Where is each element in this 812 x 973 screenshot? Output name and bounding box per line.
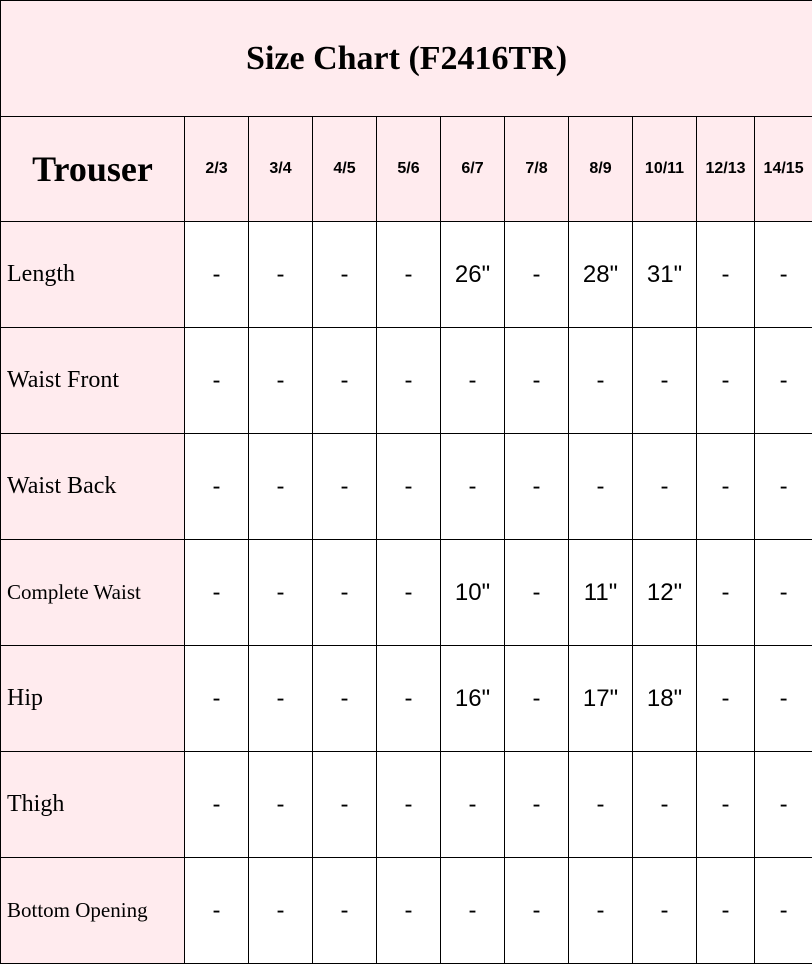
measurement-cell: - xyxy=(696,327,755,434)
measurement-cell: - xyxy=(632,751,697,858)
measurement-cell: - xyxy=(376,327,441,434)
measurement-cell: - xyxy=(184,857,249,964)
measurement-cell: - xyxy=(632,433,697,540)
measurement-cell: - xyxy=(696,539,755,646)
measurement-cell: 31" xyxy=(632,221,697,328)
measurement-cell: - xyxy=(248,857,313,964)
measurement-cell: - xyxy=(568,327,633,434)
size-header: 14/15 xyxy=(753,116,812,222)
measurement-cell: - xyxy=(248,221,313,328)
measurement-cell: - xyxy=(696,645,755,752)
measurement-cell: - xyxy=(568,857,633,964)
corner-label: Trouser xyxy=(0,116,185,222)
measurement-cell: - xyxy=(312,327,377,434)
measurement-cell: - xyxy=(312,221,377,328)
row-label: Waist Front xyxy=(0,327,185,434)
size-header: 2/3 xyxy=(184,116,249,222)
measurement-cell: 17" xyxy=(568,645,633,752)
measurement-cell: - xyxy=(312,751,377,858)
measurement-cell: - xyxy=(184,221,249,328)
size-header: 5/6 xyxy=(376,116,441,222)
measurement-cell: - xyxy=(440,857,505,964)
measurement-cell: - xyxy=(376,539,441,646)
measurement-cell: - xyxy=(696,221,755,328)
measurement-cell: - xyxy=(696,433,755,540)
measurement-cell: - xyxy=(504,327,569,434)
row-label: Hip xyxy=(0,645,185,752)
measurement-cell: - xyxy=(440,433,505,540)
size-header: 3/4 xyxy=(248,116,313,222)
measurement-cell: - xyxy=(248,751,313,858)
measurement-cell: 28" xyxy=(568,221,633,328)
measurement-cell: - xyxy=(248,645,313,752)
measurement-cell: - xyxy=(753,857,812,964)
measurement-cell: - xyxy=(753,751,812,858)
measurement-cell: - xyxy=(312,645,377,752)
size-header: 6/7 xyxy=(440,116,505,222)
measurement-cell: - xyxy=(696,751,755,858)
measurement-cell: - xyxy=(753,645,812,752)
measurement-cell: - xyxy=(184,433,249,540)
measurement-cell: - xyxy=(312,857,377,964)
row-label: Complete Waist xyxy=(0,539,185,646)
measurement-cell: - xyxy=(753,539,812,646)
measurement-cell: - xyxy=(504,857,569,964)
measurement-cell: 12" xyxy=(632,539,697,646)
chart-title: Size Chart (F2416TR) xyxy=(0,0,812,117)
measurement-cell: - xyxy=(504,221,569,328)
measurement-cell: - xyxy=(568,433,633,540)
measurement-cell: - xyxy=(753,433,812,540)
measurement-cell: - xyxy=(568,751,633,858)
table-row: Complete Waist - - - -10" -11" 12" - - xyxy=(0,539,812,646)
table-row: Bottom Opening - - - - - - - - - - xyxy=(0,857,812,964)
row-label: Waist Back xyxy=(0,433,185,540)
measurement-cell: - xyxy=(184,327,249,434)
measurement-cell: 16" xyxy=(440,645,505,752)
measurement-cell: 11" xyxy=(568,539,633,646)
measurement-cell: 10" xyxy=(440,539,505,646)
measurement-cell: - xyxy=(312,433,377,540)
size-header: 10/11 xyxy=(632,116,697,222)
measurement-cell: - xyxy=(753,327,812,434)
size-header: 7/8 xyxy=(504,116,569,222)
measurement-cell: - xyxy=(184,645,249,752)
size-header: 8/9 xyxy=(568,116,633,222)
measurement-cell: - xyxy=(376,857,441,964)
table-row: Waist Back - - - - - - - - - - xyxy=(0,433,812,540)
size-header: 4/5 xyxy=(312,116,377,222)
table-row: Hip - - - -16" -17" 18" - - xyxy=(0,645,812,752)
measurement-cell: - xyxy=(504,433,569,540)
measurement-cell: - xyxy=(184,539,249,646)
table-row: Length - - - -26" -28" 31" - - xyxy=(0,221,812,328)
row-label: Bottom Opening xyxy=(0,857,185,964)
measurement-cell: - xyxy=(440,751,505,858)
measurement-cell: 18" xyxy=(632,645,697,752)
measurement-cell: 26" xyxy=(440,221,505,328)
measurement-cell: - xyxy=(184,751,249,858)
size-header: 12/13 xyxy=(696,116,755,222)
measurement-cell: - xyxy=(376,751,441,858)
measurement-cell: - xyxy=(632,327,697,434)
table-row: Waist Front - - - - - - - - - - xyxy=(0,327,812,434)
measurement-cell: - xyxy=(376,221,441,328)
row-label: Thigh xyxy=(0,751,185,858)
measurement-cell: - xyxy=(248,539,313,646)
measurement-cell: - xyxy=(504,751,569,858)
measurement-cell: - xyxy=(312,539,377,646)
measurement-cell: - xyxy=(248,327,313,434)
measurement-cell: - xyxy=(376,645,441,752)
measurement-cell: - xyxy=(504,645,569,752)
row-label: Length xyxy=(0,221,185,328)
measurement-cell: - xyxy=(248,433,313,540)
measurement-cell: - xyxy=(753,221,812,328)
measurement-cell: - xyxy=(376,433,441,540)
measurement-cell: - xyxy=(696,857,755,964)
measurement-cell: - xyxy=(632,857,697,964)
measurement-cell: - xyxy=(504,539,569,646)
measurement-cell: - xyxy=(440,327,505,434)
table-row: Thigh - - - - - - - - - - xyxy=(0,751,812,858)
